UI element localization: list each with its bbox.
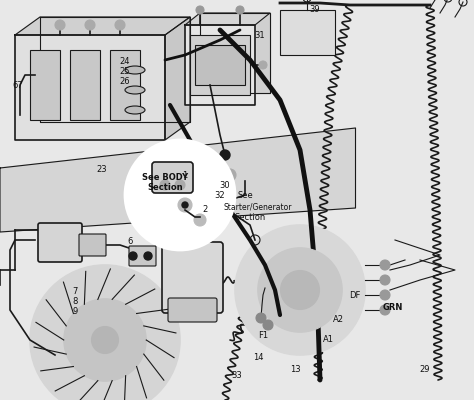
Ellipse shape — [125, 106, 145, 114]
Circle shape — [259, 61, 267, 69]
Text: F1: F1 — [258, 330, 268, 340]
Text: GRN: GRN — [383, 304, 403, 312]
Text: 24: 24 — [120, 58, 130, 66]
Text: Section: Section — [147, 184, 183, 192]
Circle shape — [380, 290, 390, 300]
Polygon shape — [0, 128, 356, 232]
FancyBboxPatch shape — [162, 242, 223, 313]
Text: 26: 26 — [120, 78, 130, 86]
Text: 39: 39 — [310, 6, 320, 14]
Circle shape — [258, 248, 342, 332]
Text: 1: 1 — [182, 170, 188, 180]
Text: 6: 6 — [128, 238, 133, 246]
Text: 25: 25 — [120, 68, 130, 76]
Text: 32: 32 — [215, 190, 225, 200]
Text: 30: 30 — [219, 180, 230, 190]
Text: 29: 29 — [420, 366, 430, 374]
FancyBboxPatch shape — [129, 246, 156, 266]
Bar — [30, 50, 60, 120]
Ellipse shape — [125, 86, 145, 94]
Text: Starter/Generator: Starter/Generator — [224, 202, 292, 212]
Circle shape — [129, 252, 137, 260]
Text: A2: A2 — [332, 316, 344, 324]
Text: DF: DF — [349, 290, 361, 300]
Circle shape — [175, 180, 185, 190]
Text: 7: 7 — [73, 288, 78, 296]
Polygon shape — [200, 13, 270, 93]
Text: 14: 14 — [253, 354, 263, 362]
Circle shape — [194, 214, 206, 226]
Polygon shape — [185, 13, 270, 25]
Text: 13: 13 — [290, 366, 301, 374]
Text: 2: 2 — [202, 206, 208, 214]
Circle shape — [91, 326, 118, 354]
Ellipse shape — [125, 66, 145, 74]
Text: See: See — [237, 190, 253, 200]
Bar — [190, 35, 250, 95]
Bar — [70, 50, 100, 120]
Circle shape — [55, 20, 65, 30]
Text: 9: 9 — [73, 308, 78, 316]
FancyBboxPatch shape — [79, 234, 106, 256]
Circle shape — [256, 313, 266, 323]
Text: Section: Section — [234, 212, 265, 222]
FancyBboxPatch shape — [168, 298, 217, 322]
Circle shape — [178, 198, 192, 212]
Polygon shape — [165, 17, 190, 140]
Bar — [280, 10, 335, 55]
Circle shape — [220, 150, 230, 160]
Polygon shape — [15, 35, 165, 140]
Circle shape — [380, 260, 390, 270]
Circle shape — [64, 299, 146, 381]
Circle shape — [30, 265, 180, 400]
FancyBboxPatch shape — [38, 223, 82, 262]
Circle shape — [235, 225, 365, 355]
FancyBboxPatch shape — [152, 162, 193, 193]
Text: See BODY: See BODY — [142, 174, 188, 182]
Bar — [195, 45, 245, 85]
Circle shape — [125, 140, 235, 250]
Circle shape — [182, 202, 188, 208]
Text: 33: 33 — [232, 370, 242, 380]
Circle shape — [160, 180, 170, 190]
Text: 23: 23 — [97, 166, 107, 174]
Text: 67: 67 — [13, 80, 23, 90]
Circle shape — [380, 305, 390, 315]
Bar — [110, 50, 140, 120]
Polygon shape — [15, 17, 190, 35]
Polygon shape — [185, 25, 255, 105]
Circle shape — [85, 20, 95, 30]
Text: 31: 31 — [255, 30, 265, 40]
Circle shape — [281, 270, 319, 310]
Circle shape — [115, 20, 125, 30]
Circle shape — [224, 169, 236, 181]
Circle shape — [263, 320, 273, 330]
Circle shape — [196, 6, 204, 14]
Polygon shape — [40, 17, 190, 122]
Circle shape — [144, 252, 152, 260]
Circle shape — [209, 169, 221, 181]
Text: 8: 8 — [73, 298, 78, 306]
Circle shape — [236, 6, 244, 14]
Text: A1: A1 — [322, 336, 334, 344]
Circle shape — [380, 275, 390, 285]
